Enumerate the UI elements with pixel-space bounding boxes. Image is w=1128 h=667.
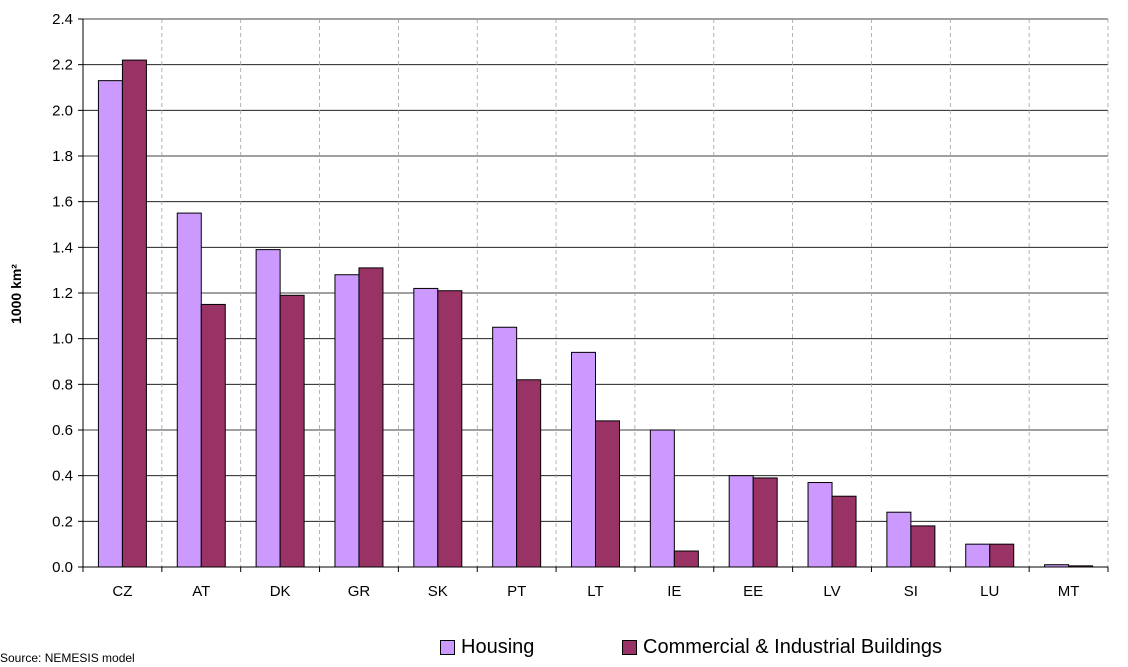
x-tick-label: AT <box>192 583 210 600</box>
bar-housing-gr <box>334 274 360 568</box>
x-tick-label: LV <box>823 583 840 600</box>
x-tick-label: MT <box>1058 583 1080 600</box>
x-tick-label: DK <box>270 583 291 600</box>
x-tick-label: PT <box>507 583 526 600</box>
x-tick-label: CZ <box>112 583 132 600</box>
legend-swatch-housing <box>440 640 455 655</box>
legend-label-housing: Housing <box>461 636 535 658</box>
legend-label-commercial: Commercial & Industrial Buildings <box>643 636 943 658</box>
bar-housing-lv <box>807 482 833 568</box>
y-tick-label: 1.0 <box>52 331 73 348</box>
y-axis-label: 1000 km² <box>8 264 24 324</box>
bar-commercial-ee <box>752 477 778 568</box>
y-tick-label: 0.4 <box>52 468 73 485</box>
y-tick-label: 0.6 <box>52 422 73 439</box>
bar-housing-cz <box>97 80 123 568</box>
y-tick-label: 1.6 <box>52 194 73 211</box>
x-tick-label: LU <box>980 583 999 600</box>
bar-commercial-pt <box>516 379 542 568</box>
bar-commercial-dk <box>279 294 305 568</box>
y-tick-label: 2.0 <box>52 102 73 119</box>
bar-housing-si <box>886 511 912 568</box>
bar-chart: 0.0 0.2 0.4 0.6 0.8 1.0 1.2 1.4 1.6 1.8 2.0 2.2 2.4 C… <box>8 11 1109 600</box>
x-tick-label: IE <box>667 583 681 600</box>
source-note: Source: NEMESIS model <box>0 651 135 665</box>
bar-commercial-si <box>910 525 936 568</box>
bar-housing-lt <box>571 351 596 568</box>
bar-housing-lu <box>965 543 991 568</box>
bar-commercial-lv <box>831 495 857 568</box>
bar-commercial-lt <box>595 420 620 568</box>
x-tick-label: SK <box>428 583 448 600</box>
legend-item-commercial: Commercial & Industrial Buildings <box>622 636 942 659</box>
y-tick-label: 1.2 <box>52 285 73 302</box>
chart-grid <box>83 18 1109 567</box>
bar-housing-dk <box>255 249 281 568</box>
chart-bars <box>97 59 1094 568</box>
bar-commercial-ie <box>673 550 699 568</box>
bar-housing-at <box>176 212 202 568</box>
bar-commercial-cz <box>121 59 147 568</box>
bar-commercial-lu <box>989 543 1015 568</box>
bar-commercial-gr <box>358 267 384 568</box>
y-tick-label: 0.2 <box>52 513 73 530</box>
bar-commercial-at <box>200 303 226 568</box>
x-tick-label: EE <box>743 583 763 600</box>
chart-axes: 0.0 0.2 0.4 0.6 0.8 1.0 1.2 1.4 1.6 1.8 2.0 2.2 2.4 C… <box>52 11 1109 600</box>
x-tick-label: GR <box>348 583 371 600</box>
x-tick-label: SI <box>904 583 918 600</box>
legend-item-housing: Housing <box>440 636 534 659</box>
x-tick-label: LT <box>587 583 603 600</box>
y-tick-label: 2.4 <box>52 11 73 28</box>
y-tick-label: 0.8 <box>52 376 73 393</box>
bar-housing-ee <box>728 475 754 568</box>
y-tick-label: 0.0 <box>52 559 73 576</box>
y-tick-label: 1.4 <box>52 239 73 256</box>
legend-swatch-commercial <box>622 640 637 655</box>
bar-housing-pt <box>492 326 518 568</box>
bar-housing-ie <box>649 429 675 568</box>
y-tick-label: 1.8 <box>52 148 73 165</box>
bar-housing-sk <box>413 287 439 568</box>
y-tick-label: 2.2 <box>52 57 73 74</box>
bar-commercial-sk <box>437 290 463 568</box>
